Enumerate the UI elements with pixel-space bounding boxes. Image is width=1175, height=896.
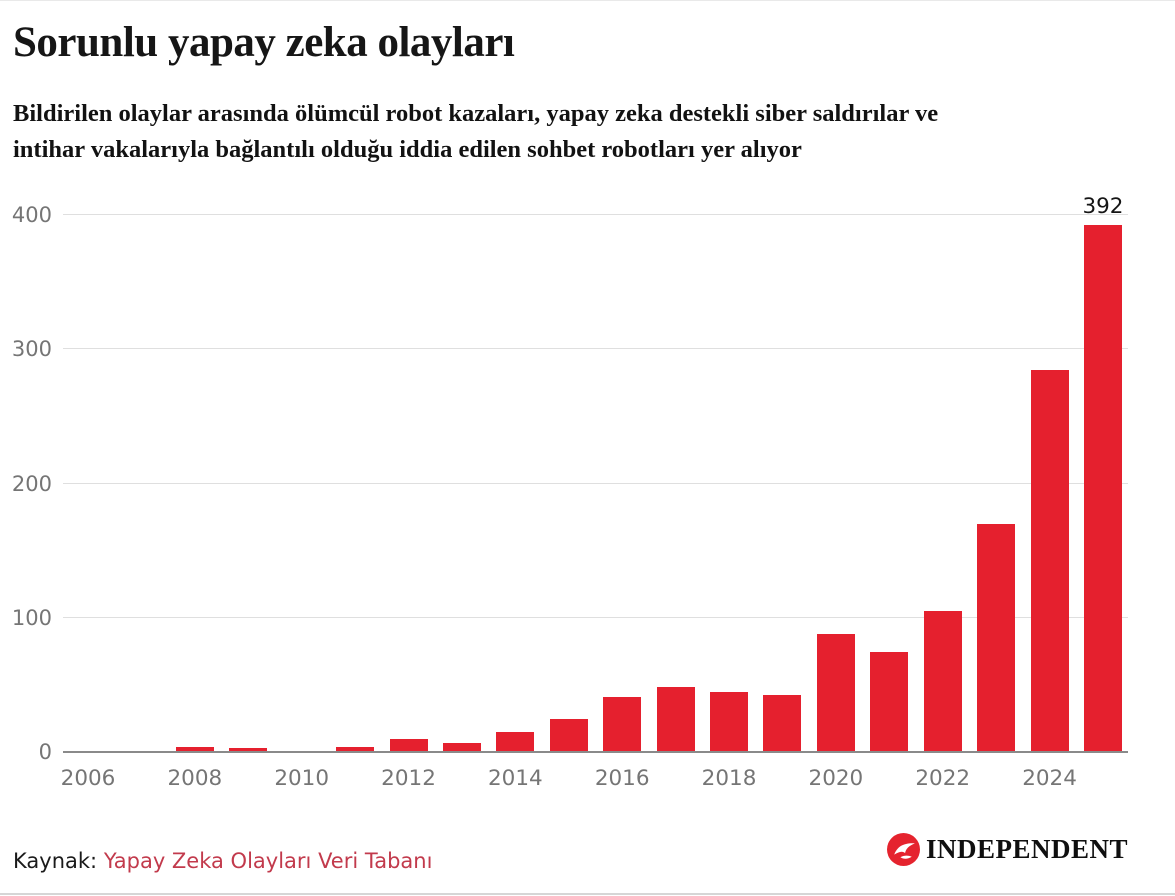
gridline-200 — [63, 482, 1128, 484]
x-tick-label-2010: 2010 — [274, 766, 330, 791]
x-axis-line — [63, 751, 1128, 753]
x-tick-label-2018: 2018 — [701, 766, 757, 791]
gridline-300 — [63, 348, 1128, 350]
top-edge-line — [0, 0, 1175, 1]
chart-subtitle: Bildirilen olaylar arasında ölümcül robo… — [13, 96, 938, 168]
bar-2013 — [442, 742, 481, 751]
bar-2017 — [656, 686, 695, 751]
bar-2022 — [923, 611, 962, 751]
x-tick-label-2020: 2020 — [808, 766, 864, 791]
y-tick-label-200: 200 — [11, 471, 52, 496]
bar-2020 — [816, 634, 855, 751]
x-tick-label-2008: 2008 — [167, 766, 223, 791]
plot-area: 0 100 200 300 400 2006 2008 2010 2012 2014 2016 201… — [12, 194, 1128, 791]
x-tick-label-2016: 2016 — [594, 766, 650, 791]
x-tick-label-2006: 2006 — [60, 766, 116, 791]
source-line: Kaynak: Yapay Zeka Olayları Veri Tabanı — [13, 847, 432, 875]
gridline-400 — [63, 214, 1128, 215]
bar-2024 — [1030, 369, 1069, 751]
independent-logo: INDEPENDENT — [886, 833, 1128, 866]
bar-2021 — [870, 651, 909, 751]
y-tick-label-100: 100 — [11, 605, 52, 630]
x-tick-label-2014: 2014 — [488, 766, 543, 791]
page-title: Sorunlu yapay zeka olayları — [13, 19, 515, 66]
source-label: Kaynak: — [13, 849, 98, 873]
source-link[interactable]: Yapay Zeka Olayları Veri Tabanı — [103, 849, 433, 873]
x-tick-label-2024: 2024 — [1022, 766, 1077, 791]
x-tick-label-2012: 2012 — [381, 766, 436, 791]
eagle-logo-icon — [886, 833, 920, 866]
bar-2016 — [603, 697, 642, 751]
bar-2012 — [389, 738, 428, 751]
logo-wordmark: INDEPENDENT — [925, 834, 1128, 864]
bar-2018 — [710, 691, 749, 751]
x-tick-label-2022: 2022 — [915, 766, 971, 791]
y-tick-label-0: 0 — [38, 740, 52, 764]
subtitle-line-2: intihar vakalarıyla bağlantılı olduğu id… — [13, 136, 802, 163]
subtitle-line-1: Bildirilen olaylar arasında ölümcül robo… — [13, 100, 939, 127]
bar-2023 — [977, 524, 1016, 751]
bar-2025 — [1083, 224, 1122, 751]
bottom-edge-line — [0, 893, 1175, 895]
bar-2008 — [175, 746, 214, 751]
bar-value-label: 392 — [1082, 193, 1124, 219]
bar-2019 — [763, 694, 802, 751]
gridline-100 — [63, 616, 1128, 618]
bar-2009 — [229, 748, 268, 751]
y-tick-label-300: 300 — [11, 337, 52, 362]
bar-2015 — [549, 718, 588, 751]
bar-2011 — [336, 746, 375, 751]
y-tick-label-400: 400 — [11, 203, 52, 227]
bar-2014 — [496, 732, 535, 751]
